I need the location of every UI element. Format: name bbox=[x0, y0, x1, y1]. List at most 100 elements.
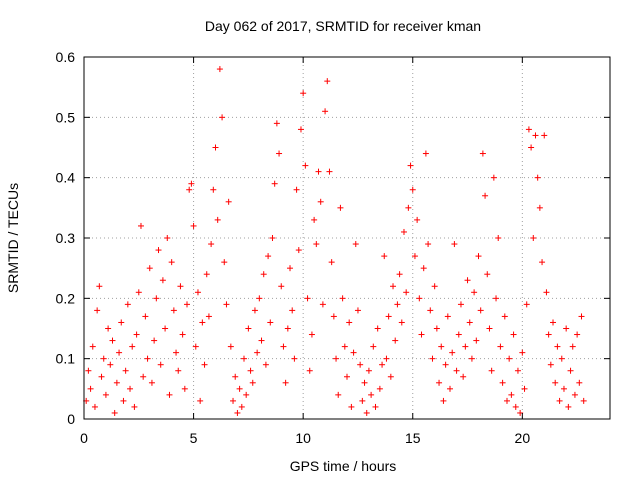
data-point bbox=[503, 397, 510, 404]
data-point bbox=[479, 150, 486, 157]
data-point bbox=[547, 361, 554, 368]
data-point bbox=[127, 385, 134, 392]
data-point bbox=[449, 349, 456, 356]
y-tick-label: 0.3 bbox=[56, 230, 76, 246]
data-point bbox=[396, 271, 403, 278]
data-point bbox=[354, 307, 361, 314]
data-point bbox=[192, 343, 199, 350]
data-point bbox=[534, 174, 541, 181]
data-point bbox=[153, 295, 160, 302]
y-tick-label: 0.1 bbox=[56, 351, 76, 367]
data-point bbox=[304, 295, 311, 302]
chart-title: Day 062 of 2017, SRMTID for receiver kma… bbox=[205, 18, 481, 34]
data-point bbox=[337, 204, 344, 211]
data-point bbox=[120, 397, 127, 404]
data-points bbox=[83, 66, 587, 416]
data-point bbox=[317, 198, 324, 205]
data-point bbox=[528, 144, 535, 151]
data-point bbox=[370, 343, 377, 350]
data-point bbox=[107, 361, 114, 368]
data-point bbox=[508, 391, 515, 398]
data-point bbox=[94, 307, 101, 314]
data-point bbox=[273, 120, 280, 127]
data-point bbox=[289, 307, 296, 314]
data-point bbox=[490, 174, 497, 181]
data-point bbox=[137, 222, 144, 229]
data-point bbox=[181, 385, 188, 392]
data-point bbox=[455, 331, 462, 338]
data-point bbox=[379, 361, 386, 368]
data-point bbox=[425, 241, 432, 248]
data-point bbox=[422, 150, 429, 157]
data-point bbox=[477, 307, 484, 314]
data-point bbox=[197, 397, 204, 404]
data-point bbox=[442, 361, 449, 368]
data-point bbox=[462, 343, 469, 350]
data-point bbox=[148, 379, 155, 386]
data-point bbox=[159, 277, 166, 284]
data-point bbox=[545, 331, 552, 338]
data-point bbox=[313, 241, 320, 248]
data-point bbox=[269, 235, 276, 241]
data-point bbox=[308, 331, 315, 338]
data-point bbox=[326, 168, 333, 175]
data-point bbox=[208, 241, 215, 248]
data-point bbox=[87, 385, 94, 392]
x-tick-label: 0 bbox=[80, 430, 88, 446]
data-point bbox=[350, 349, 357, 356]
y-tick-label: 0.2 bbox=[56, 290, 76, 306]
data-point bbox=[457, 301, 464, 308]
data-point bbox=[497, 343, 504, 350]
data-point bbox=[468, 355, 475, 362]
data-point bbox=[251, 307, 258, 314]
data-point bbox=[541, 132, 548, 139]
data-point bbox=[536, 204, 543, 211]
data-point bbox=[510, 331, 517, 338]
data-point bbox=[414, 216, 421, 223]
data-point bbox=[214, 216, 221, 223]
data-point bbox=[245, 325, 252, 332]
data-point bbox=[436, 379, 443, 386]
x-tick-label: 20 bbox=[515, 430, 531, 446]
data-point bbox=[258, 337, 265, 344]
data-point bbox=[249, 379, 256, 386]
data-point bbox=[420, 265, 427, 272]
data-point bbox=[221, 259, 228, 266]
data-point bbox=[311, 216, 318, 223]
data-point bbox=[348, 403, 355, 410]
data-point bbox=[247, 367, 254, 374]
data-point bbox=[357, 361, 364, 368]
data-point bbox=[124, 301, 131, 308]
data-point bbox=[466, 319, 473, 326]
data-point bbox=[550, 319, 557, 326]
data-point bbox=[475, 253, 482, 260]
data-point bbox=[398, 319, 405, 326]
data-point bbox=[236, 385, 243, 392]
data-point bbox=[230, 397, 237, 404]
data-point bbox=[493, 295, 500, 302]
data-point bbox=[407, 162, 414, 169]
data-point bbox=[179, 331, 186, 338]
data-point bbox=[157, 361, 164, 368]
data-point bbox=[482, 192, 489, 199]
data-point bbox=[444, 313, 451, 320]
data-point bbox=[427, 307, 434, 314]
data-point bbox=[387, 373, 394, 380]
data-point bbox=[254, 349, 261, 356]
data-point bbox=[390, 283, 397, 290]
data-point bbox=[368, 391, 375, 398]
grid bbox=[84, 57, 610, 419]
data-point bbox=[506, 355, 513, 362]
data-point bbox=[385, 313, 392, 320]
data-point bbox=[315, 168, 322, 175]
data-point bbox=[219, 114, 226, 121]
data-point bbox=[429, 355, 436, 362]
data-point bbox=[514, 367, 521, 374]
data-point bbox=[184, 301, 191, 308]
data-point bbox=[486, 325, 493, 332]
data-point bbox=[216, 66, 223, 73]
data-point bbox=[438, 343, 445, 350]
data-point bbox=[227, 343, 234, 350]
data-point bbox=[433, 325, 440, 332]
data-point bbox=[155, 247, 162, 254]
